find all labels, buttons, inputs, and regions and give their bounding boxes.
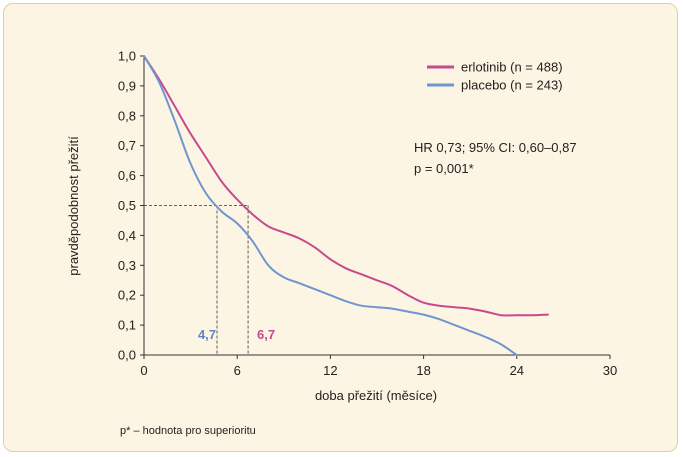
- x-tick-label: 30: [603, 363, 617, 378]
- median-value-label: 4,7: [198, 327, 216, 342]
- y-ticks: 0,0 0,1 0,2 0,3 0,4 0,5 0,6 0,7 0,8 0,9 1,0: [118, 49, 144, 363]
- series-line-erlotinib: [143, 55, 549, 317]
- x-tick-label: 12: [323, 363, 337, 378]
- y-tick-label: 0,5: [118, 198, 136, 213]
- median-labels: 4,7 6,7: [198, 327, 275, 342]
- y-tick-label: 1,0: [118, 49, 136, 64]
- legend-label: placebo (n = 243): [461, 78, 563, 93]
- series-line-placebo: [143, 55, 518, 356]
- x-tick-label: 0: [140, 363, 147, 378]
- y-tick-label: 0,8: [118, 108, 136, 123]
- legend-label: erlotinib (n = 488): [461, 60, 563, 75]
- p-value-text: p = 0,001*: [414, 161, 474, 176]
- y-axis-label: pravděpodobnost přežití: [66, 136, 81, 276]
- x-axis-label: doba přežití (měsíce): [315, 388, 437, 403]
- x-ticks: 0 6 12 18 24 30: [140, 355, 617, 378]
- median-lines: [144, 205, 249, 355]
- footnote: p* – hodnota pro superioritu: [120, 425, 256, 437]
- y-tick-label: 0,9: [118, 78, 136, 93]
- chart-frame: [3, 3, 678, 452]
- x-tick-label: 24: [510, 363, 524, 378]
- x-tick-label: 6: [234, 363, 241, 378]
- y-tick-label: 0,2: [118, 288, 136, 303]
- y-tick-label: 0,1: [118, 318, 136, 333]
- series-lines: [143, 55, 549, 356]
- y-tick-label: 0,4: [118, 228, 136, 243]
- y-tick-label: 0,6: [118, 168, 136, 183]
- legend: erlotinib (n = 488) placebo (n = 243): [427, 60, 563, 93]
- median-value-label: 6,7: [257, 327, 275, 342]
- x-tick-label: 18: [416, 363, 430, 378]
- y-tick-label: 0,7: [118, 138, 136, 153]
- y-tick-label: 0,0: [118, 348, 136, 363]
- axes: [143, 56, 610, 356]
- y-tick-label: 0,3: [118, 258, 136, 273]
- hazard-ratio-text: HR 0,73; 95% CI: 0,60–0,87: [414, 140, 577, 155]
